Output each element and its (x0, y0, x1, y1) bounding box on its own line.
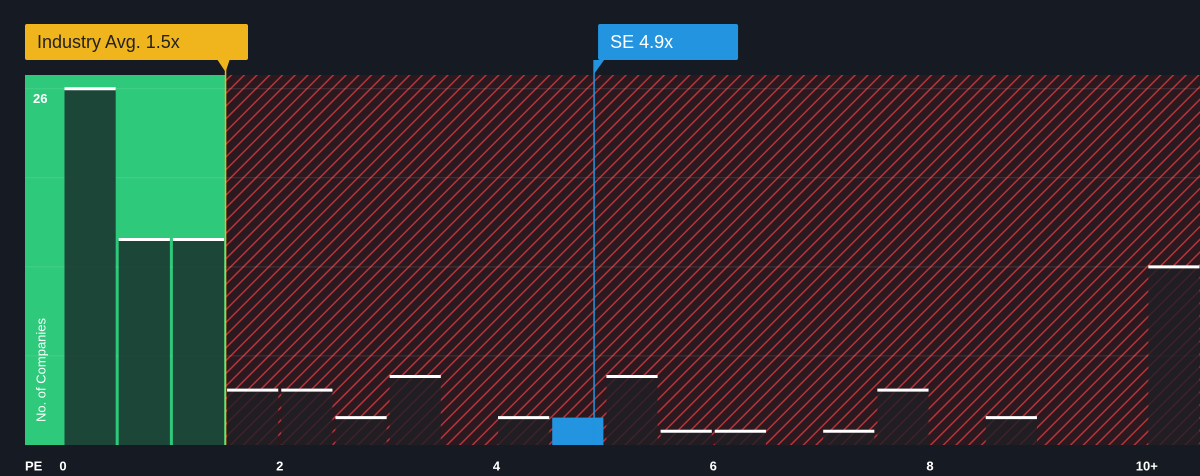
bar (172, 239, 225, 445)
bar (281, 390, 333, 445)
bar (389, 376, 441, 445)
bar (498, 417, 550, 445)
x-axis-label: PE (25, 458, 43, 473)
marker-box (598, 24, 739, 60)
x-tick-label: 2 (276, 458, 283, 473)
x-tick-label: 4 (493, 458, 501, 473)
bar (985, 417, 1037, 445)
y-tick-label: 26 (33, 91, 47, 106)
bar (877, 390, 929, 445)
bar (660, 431, 712, 445)
bar (823, 431, 875, 445)
x-tick-label: 6 (710, 458, 717, 473)
y-axis-label: No. of Companies (33, 317, 48, 422)
x-tick-label: 10+ (1136, 458, 1158, 473)
overvalued-zone (225, 75, 1200, 445)
bar (606, 376, 658, 445)
marker-pointer (594, 60, 605, 74)
marker-pointer (217, 60, 230, 72)
marker-label: Industry Avg. 1.5x (37, 32, 180, 52)
x-tick-label: 8 (926, 458, 933, 473)
bar (64, 88, 116, 445)
marker-box (25, 24, 248, 60)
marker-label: SE 4.9x (610, 32, 673, 52)
x-tick-label: 0 (59, 458, 66, 473)
bar (227, 390, 279, 445)
bar (714, 431, 766, 445)
bar (1148, 266, 1200, 445)
bar (118, 239, 170, 445)
bar (335, 417, 387, 445)
bar (552, 417, 604, 445)
